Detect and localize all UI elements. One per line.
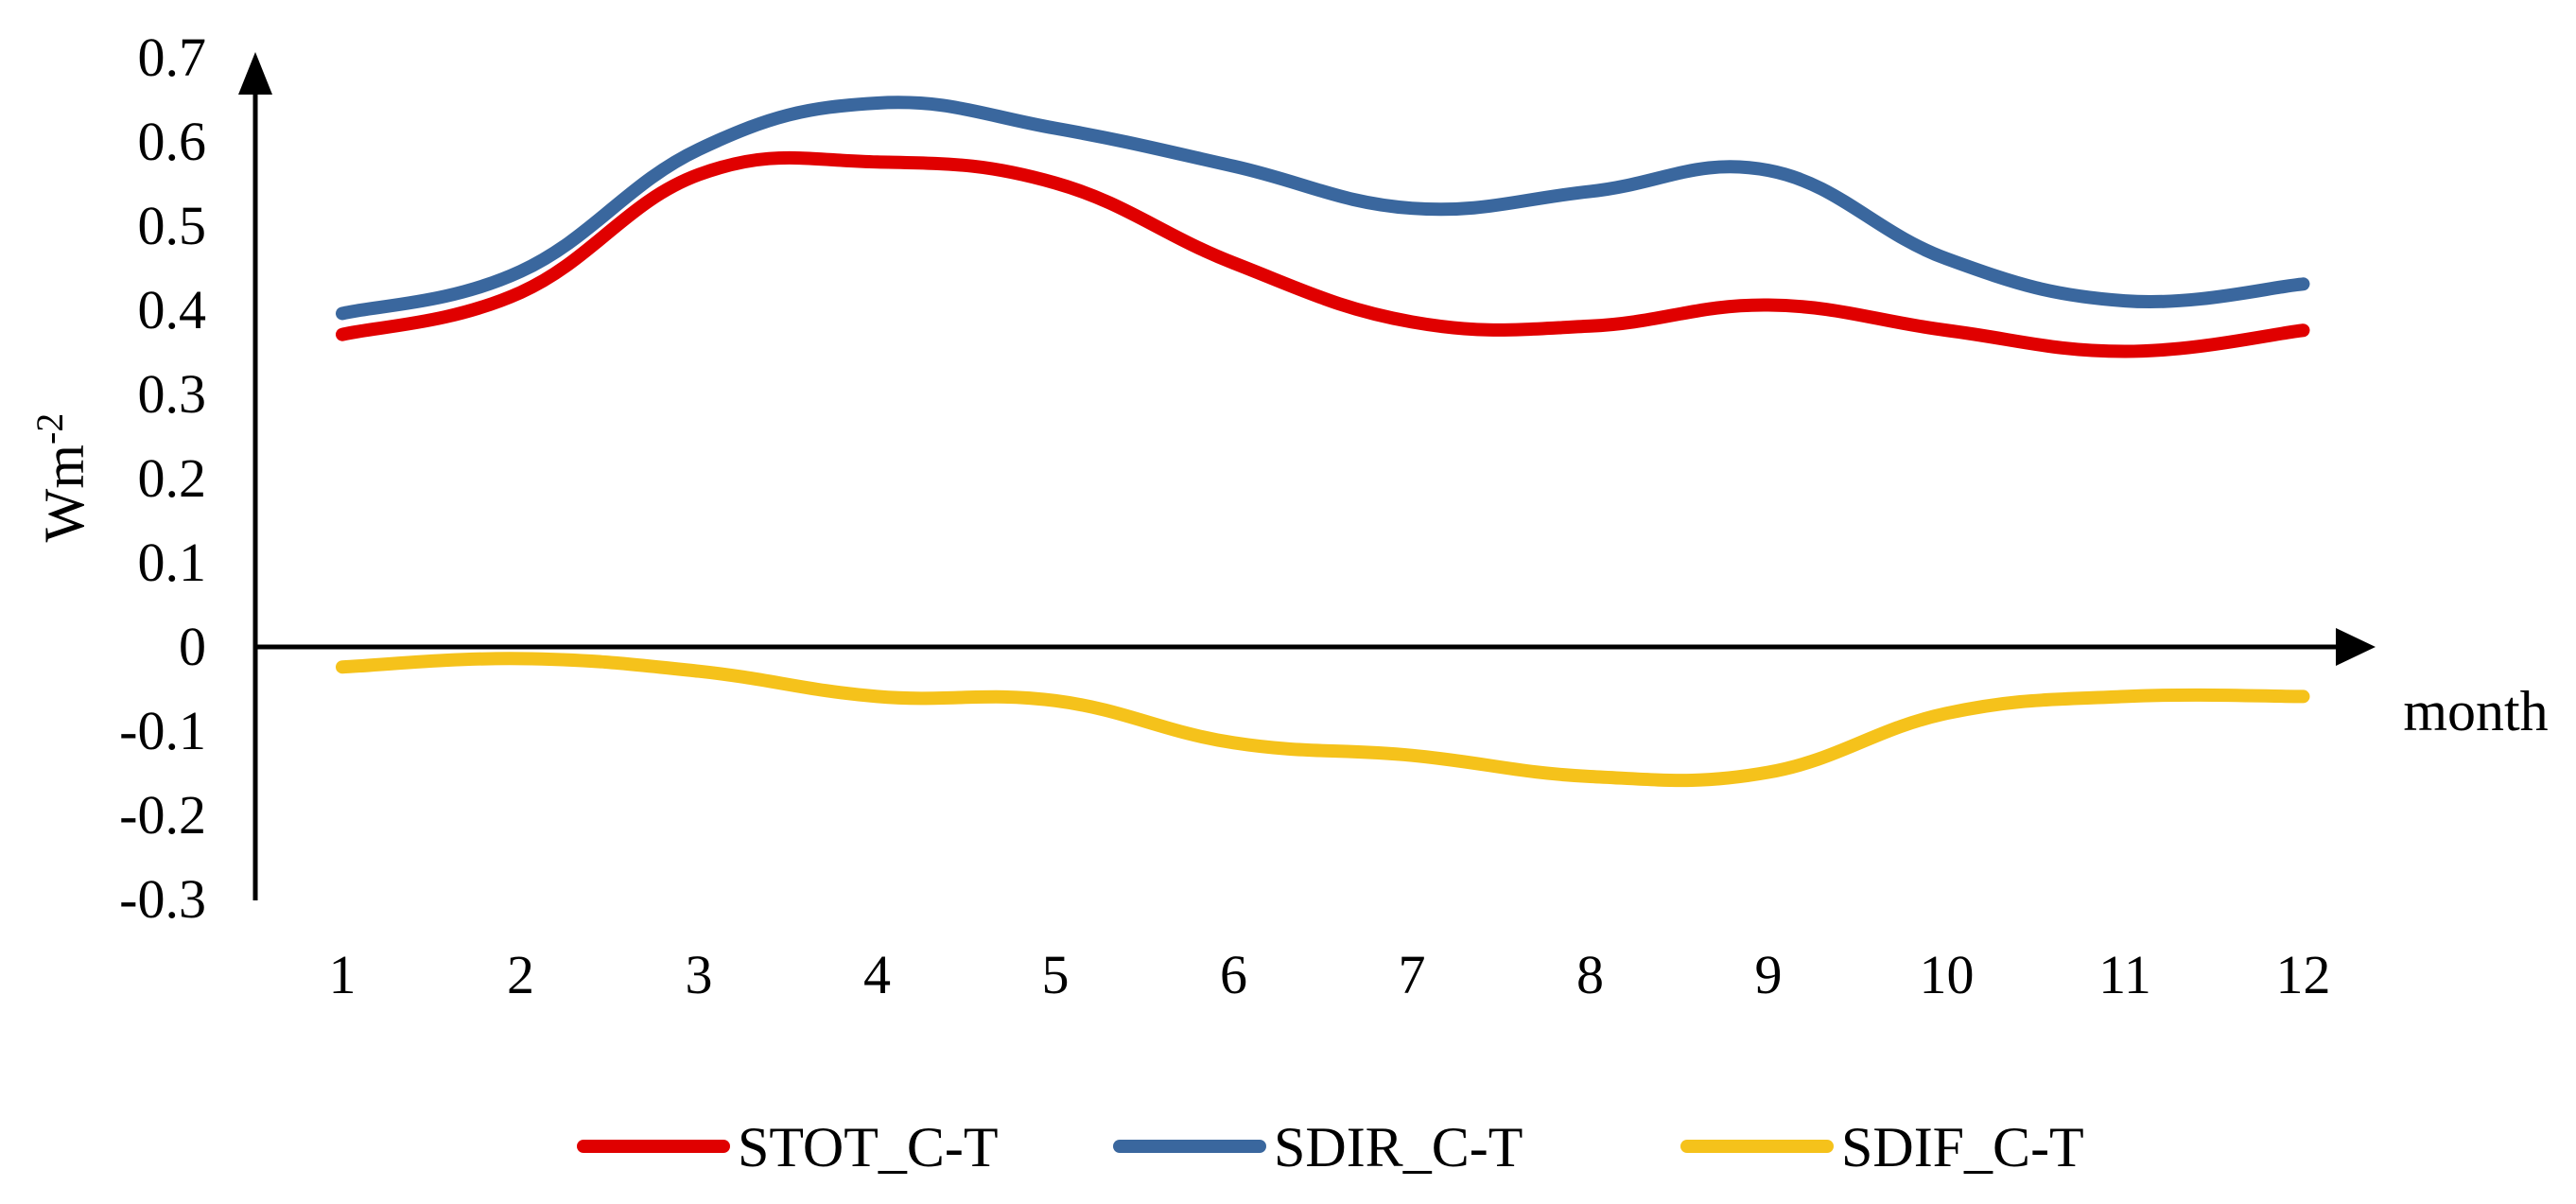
x-tick-label: 2 xyxy=(507,944,534,1005)
y-tick-label: -0.3 xyxy=(119,868,206,930)
y-tick-label: 0 xyxy=(179,616,206,677)
y-tick-labels: 0.7 0.6 0.5 0.4 0.3 0.2 0.1 0 -0.1 -0.2 -0.3 xyxy=(119,26,206,930)
legend-label: SDIF_C-T xyxy=(1841,1116,2084,1178)
y-tick-label: 0.7 xyxy=(138,26,207,88)
x-axis-title: month xyxy=(2403,680,2548,742)
legend-label: SDIR_C-T xyxy=(1274,1116,1523,1178)
x-tick-label: 7 xyxy=(1399,944,1426,1005)
x-axis-arrow xyxy=(2336,628,2376,666)
legend-item: STOT_C-T xyxy=(577,1116,999,1178)
x-tick-label: 1 xyxy=(329,944,357,1005)
x-tick-label: 9 xyxy=(1755,944,1783,1005)
x-tick-label: 12 xyxy=(2276,944,2331,1005)
series-line-stot-c-t xyxy=(336,150,2310,358)
y-tick-label: 0.3 xyxy=(138,363,207,425)
x-tick-label: 4 xyxy=(863,944,891,1005)
y-tick-label: -0.1 xyxy=(119,700,206,761)
series-line-sdif-c-t xyxy=(336,652,2310,788)
x-tick-label: 10 xyxy=(1920,944,1975,1005)
legend: STOT_C-T SDIR_C-T SDIF_C-T xyxy=(577,1116,2084,1178)
legend-item: SDIF_C-T xyxy=(1680,1116,2084,1178)
y-tick-label: 0.1 xyxy=(138,532,207,593)
y-tick-label: 0.5 xyxy=(138,195,207,256)
x-tick-labels: 1 2 3 4 5 6 7 8 9 10 11 12 xyxy=(329,944,2331,1005)
y-tick-label: 0.2 xyxy=(138,447,207,509)
x-tick-label: 6 xyxy=(1220,944,1247,1005)
legend-item: SDIR_C-T xyxy=(1113,1116,1523,1178)
x-tick-label: 11 xyxy=(2098,944,2151,1005)
series-lines xyxy=(336,96,2310,788)
y-axis-arrow xyxy=(238,52,272,95)
x-tick-label: 3 xyxy=(686,944,713,1005)
y-tick-label: 0.6 xyxy=(138,111,207,172)
x-tick-label: 5 xyxy=(1042,944,1070,1005)
y-tick-label: 0.4 xyxy=(138,279,207,340)
x-tick-label: 8 xyxy=(1576,944,1604,1005)
y-tick-label: -0.2 xyxy=(119,784,206,846)
series-line-sdir-c-t xyxy=(336,96,2310,321)
y-axis-title: Wm-2 xyxy=(28,413,96,543)
legend-label: STOT_C-T xyxy=(738,1116,999,1178)
